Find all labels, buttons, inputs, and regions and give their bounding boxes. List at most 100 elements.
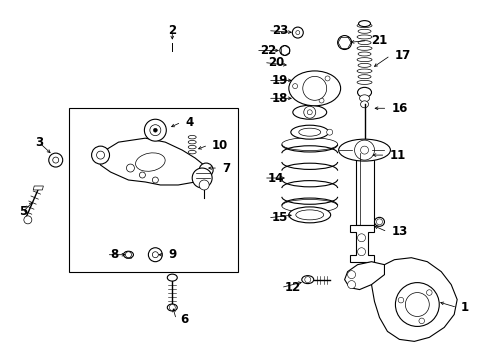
Ellipse shape — [358, 52, 371, 56]
Ellipse shape — [357, 58, 372, 62]
Ellipse shape — [302, 276, 314, 284]
Circle shape — [153, 128, 157, 132]
Text: 4: 4 — [185, 116, 194, 129]
Ellipse shape — [360, 95, 369, 102]
Ellipse shape — [282, 138, 338, 150]
Circle shape — [361, 146, 368, 154]
Circle shape — [355, 140, 374, 160]
Circle shape — [347, 280, 356, 289]
Ellipse shape — [291, 125, 329, 139]
Circle shape — [152, 177, 158, 183]
Circle shape — [293, 27, 303, 38]
Circle shape — [49, 153, 63, 167]
Circle shape — [376, 219, 383, 225]
Circle shape — [293, 84, 297, 89]
Ellipse shape — [374, 217, 385, 226]
Circle shape — [405, 293, 429, 316]
Ellipse shape — [357, 46, 372, 50]
Circle shape — [199, 180, 209, 190]
Ellipse shape — [289, 207, 331, 223]
Circle shape — [304, 106, 316, 118]
Circle shape — [358, 248, 366, 256]
Polygon shape — [371, 258, 457, 341]
Circle shape — [398, 297, 404, 303]
Text: 5: 5 — [19, 205, 27, 219]
Text: 9: 9 — [168, 248, 176, 261]
Text: 17: 17 — [394, 49, 411, 62]
Text: 15: 15 — [272, 211, 288, 224]
Ellipse shape — [296, 210, 324, 220]
Text: 12: 12 — [285, 281, 301, 294]
Ellipse shape — [293, 105, 327, 119]
Text: 20: 20 — [268, 56, 284, 69]
Text: 19: 19 — [272, 74, 288, 87]
Circle shape — [24, 216, 32, 224]
Text: 14: 14 — [268, 171, 284, 185]
Text: 23: 23 — [272, 24, 288, 37]
Text: 13: 13 — [392, 225, 408, 238]
Ellipse shape — [358, 75, 371, 79]
Text: 11: 11 — [390, 149, 406, 162]
Circle shape — [338, 36, 352, 50]
Ellipse shape — [357, 35, 372, 39]
Circle shape — [419, 318, 424, 324]
Text: 16: 16 — [392, 102, 408, 115]
Text: 18: 18 — [272, 92, 288, 105]
Bar — [356, 153, 373, 225]
Ellipse shape — [358, 41, 371, 45]
Circle shape — [303, 76, 327, 100]
Circle shape — [97, 151, 104, 159]
Circle shape — [199, 163, 213, 177]
Text: 6: 6 — [180, 313, 189, 326]
Circle shape — [296, 31, 300, 35]
Circle shape — [145, 119, 166, 141]
Circle shape — [309, 82, 321, 94]
Circle shape — [53, 157, 59, 163]
Circle shape — [319, 98, 324, 103]
Circle shape — [126, 164, 134, 172]
Circle shape — [140, 172, 146, 178]
Circle shape — [148, 248, 162, 262]
Ellipse shape — [188, 140, 196, 144]
Text: 22: 22 — [260, 44, 276, 57]
Text: 10: 10 — [212, 139, 228, 152]
Ellipse shape — [280, 45, 290, 55]
Ellipse shape — [282, 199, 338, 212]
Text: 21: 21 — [371, 34, 388, 47]
Bar — [69, 108, 238, 272]
Ellipse shape — [358, 87, 371, 97]
Ellipse shape — [359, 21, 370, 27]
Ellipse shape — [357, 80, 372, 84]
Circle shape — [305, 276, 311, 283]
Ellipse shape — [357, 24, 372, 28]
Polygon shape — [344, 262, 385, 289]
Ellipse shape — [357, 69, 372, 73]
Circle shape — [150, 125, 161, 136]
Ellipse shape — [188, 135, 196, 139]
Ellipse shape — [289, 71, 341, 106]
Ellipse shape — [188, 145, 196, 149]
Circle shape — [347, 271, 356, 279]
Circle shape — [169, 305, 175, 310]
Ellipse shape — [358, 63, 371, 67]
Circle shape — [426, 290, 432, 295]
Polygon shape — [349, 225, 373, 262]
Circle shape — [325, 76, 330, 81]
Ellipse shape — [327, 129, 333, 135]
Ellipse shape — [167, 274, 177, 281]
Text: 3: 3 — [35, 136, 43, 149]
Text: 7: 7 — [222, 162, 230, 175]
Ellipse shape — [339, 139, 391, 161]
Polygon shape — [33, 186, 44, 190]
Ellipse shape — [299, 128, 321, 136]
Circle shape — [358, 234, 366, 242]
Text: 1: 1 — [461, 301, 469, 314]
Ellipse shape — [167, 304, 177, 311]
Text: 8: 8 — [111, 248, 119, 261]
Text: 2: 2 — [168, 24, 176, 37]
Ellipse shape — [188, 150, 196, 154]
Circle shape — [192, 168, 212, 188]
Circle shape — [92, 146, 110, 164]
Ellipse shape — [361, 101, 368, 108]
Circle shape — [152, 252, 158, 258]
